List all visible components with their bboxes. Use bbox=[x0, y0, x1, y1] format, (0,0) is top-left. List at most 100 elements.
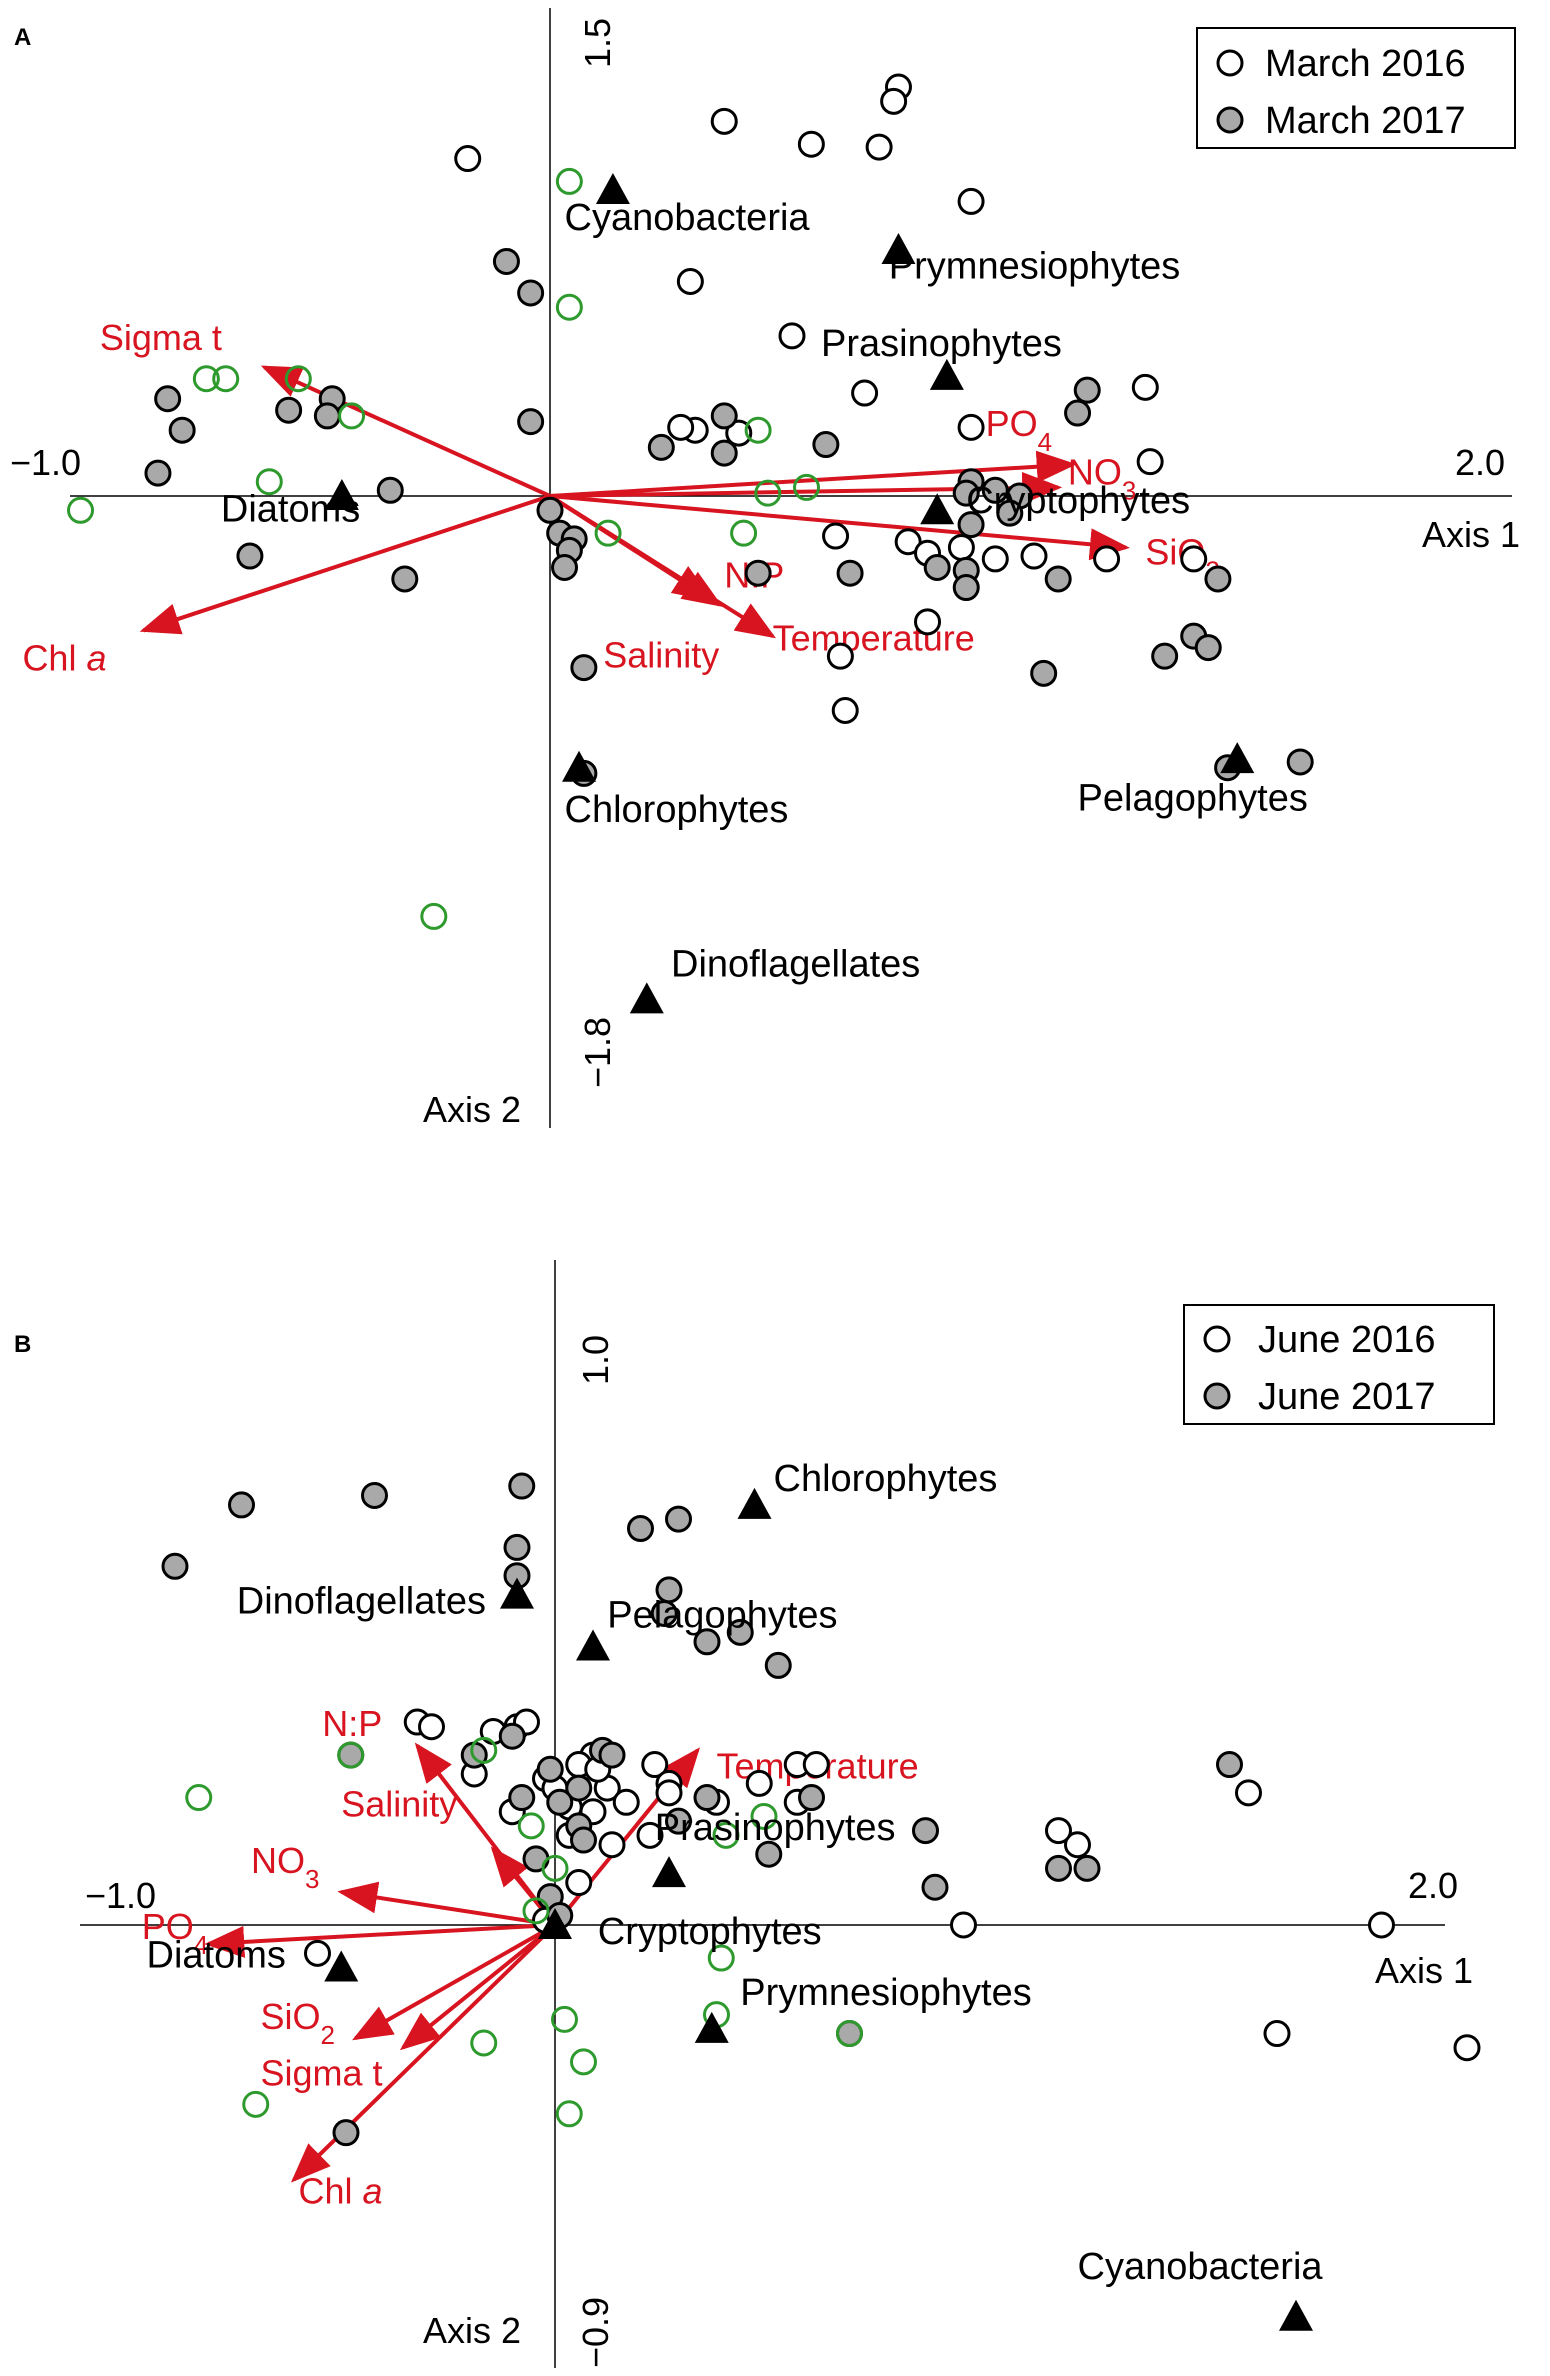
species-triangle bbox=[500, 1577, 534, 1609]
sample-point-green bbox=[255, 468, 283, 496]
sample-point-green bbox=[284, 365, 312, 393]
sample-point-green bbox=[338, 402, 366, 430]
sample-point-open bbox=[418, 1713, 445, 1741]
panel-a-xlabel: Axis 1 bbox=[1422, 514, 1520, 555]
sample-point-filled bbox=[744, 559, 772, 587]
env-vector bbox=[204, 1923, 556, 1958]
sample-point-green bbox=[555, 293, 583, 321]
species-triangle bbox=[324, 1950, 359, 1982]
sample-point-open bbox=[981, 545, 1009, 573]
sample-point-open bbox=[725, 419, 753, 447]
sample-point-open bbox=[831, 697, 859, 724]
species-label: Cyanobacteria bbox=[1078, 2246, 1324, 2288]
sample-point-filled bbox=[565, 1774, 593, 1802]
env-vector bbox=[548, 494, 723, 607]
sample-point-green bbox=[470, 2029, 498, 2057]
sample-point-filled bbox=[546, 1788, 574, 1816]
sample-point-filled bbox=[236, 542, 264, 570]
legend-label: June 2016 bbox=[1258, 1319, 1436, 1361]
sample-point-green bbox=[793, 473, 821, 501]
sample-point-filled bbox=[1073, 1854, 1101, 1882]
sample-point-filled bbox=[1151, 642, 1179, 670]
sample-point-open bbox=[565, 1869, 593, 1897]
sample-point-filled bbox=[1204, 565, 1232, 593]
panel-b-xlabel: Axis 1 bbox=[1375, 1950, 1473, 1991]
panel-b-ylabel: Axis 2 bbox=[423, 2310, 521, 2351]
species-triangle bbox=[562, 750, 597, 782]
legend-box bbox=[1183, 1304, 1495, 1425]
env-vector bbox=[549, 450, 1077, 498]
sample-point-green bbox=[420, 902, 448, 930]
sample-point-filled bbox=[1194, 634, 1222, 662]
species-label: Chlorophytes bbox=[774, 1458, 998, 1500]
panel-a-legend: March 2016 March 2017 bbox=[1196, 27, 1516, 149]
sample-point-filled bbox=[798, 1784, 825, 1812]
sample-point-green bbox=[754, 479, 782, 507]
sample-point-green bbox=[750, 1802, 778, 1830]
species-label: Diatoms bbox=[147, 1934, 286, 1976]
sample-point-open bbox=[454, 145, 482, 173]
sample-point-green bbox=[337, 1741, 365, 1769]
env-vector bbox=[139, 494, 551, 635]
species-label: Chlorophytes bbox=[565, 789, 789, 831]
panel-b-ymax-label: 1.0 bbox=[575, 1335, 616, 1385]
env-vector-label: Chl a bbox=[22, 637, 106, 678]
sample-point-filled bbox=[755, 1840, 783, 1868]
species-triangle bbox=[576, 1629, 610, 1661]
sample-point-filled bbox=[391, 565, 419, 593]
sample-point-filled bbox=[710, 439, 738, 467]
env-vector bbox=[260, 365, 551, 498]
env-vector bbox=[352, 1923, 556, 2041]
sample-point-filled bbox=[812, 431, 840, 459]
sample-point-green bbox=[242, 2090, 270, 2118]
sample-point-open bbox=[710, 107, 738, 135]
sample-point-filled bbox=[1286, 748, 1314, 776]
sample-point-filled bbox=[570, 1826, 597, 1854]
sample-point-filled bbox=[665, 1505, 692, 1533]
sample-point-open bbox=[778, 322, 806, 350]
sample-point-open bbox=[826, 642, 854, 670]
sample-point-open bbox=[880, 87, 908, 115]
species-label: Prymnesiophytes bbox=[889, 246, 1180, 288]
sample-point-open bbox=[636, 1821, 664, 1849]
sample-point-green bbox=[555, 167, 583, 195]
sample-point-green bbox=[517, 1812, 545, 1840]
sample-point-filled bbox=[536, 496, 564, 524]
panel-b-xmax-label: 2.0 bbox=[1408, 1865, 1458, 1906]
sample-point-filled bbox=[332, 2119, 360, 2147]
sample-point-filled bbox=[836, 559, 864, 587]
sample-point-open bbox=[1020, 542, 1048, 570]
sample-point-filled bbox=[144, 459, 172, 487]
legend-open-marker bbox=[1216, 49, 1244, 77]
sample-point-filled bbox=[161, 1552, 189, 1580]
sample-point-filled bbox=[517, 408, 545, 436]
sample-point-open bbox=[894, 528, 922, 556]
panel-b-label: B bbox=[14, 1331, 31, 1358]
sample-point-green bbox=[470, 1736, 498, 1764]
species-triangle bbox=[920, 493, 955, 525]
sample-point-open bbox=[1136, 448, 1164, 476]
sample-point-green bbox=[712, 1821, 740, 1849]
env-vector bbox=[337, 1881, 556, 1927]
panel-b-xmin-label: −1.0 bbox=[85, 1875, 156, 1916]
panel-a-xmin-label: −1.0 bbox=[10, 442, 81, 483]
sample-point-open bbox=[865, 133, 893, 161]
species-label: Diatoms bbox=[221, 489, 360, 531]
panel-b-legend: June 2016 June 2017 bbox=[1183, 1304, 1495, 1425]
legend-filled-marker bbox=[1216, 106, 1244, 134]
env-vector-label: Salinity bbox=[603, 635, 719, 676]
sample-point-filled bbox=[154, 385, 182, 413]
sample-point-open bbox=[797, 130, 825, 158]
sample-point-open bbox=[1235, 1779, 1262, 1807]
sample-point-filled bbox=[1030, 659, 1058, 687]
panel-a-xmax-label: 2.0 bbox=[1455, 442, 1505, 483]
sample-point-open bbox=[1453, 2034, 1481, 2062]
sample-point-filled bbox=[952, 574, 980, 602]
sample-point-green bbox=[594, 519, 622, 547]
sample-point-filled bbox=[376, 476, 404, 504]
sample-point-open bbox=[950, 1911, 977, 1939]
sample-point-green bbox=[730, 519, 758, 547]
